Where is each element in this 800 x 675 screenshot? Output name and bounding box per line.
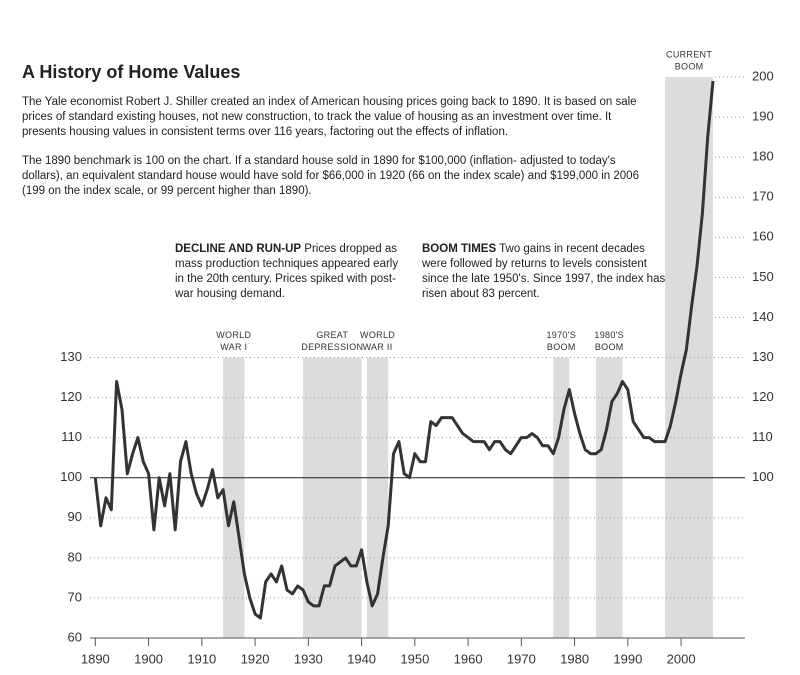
y2-tick-label: 110 [752,429,773,444]
intro-1: The Yale economist Robert J. Shiller cre… [22,96,637,138]
chart-title: A History of Home Values [22,62,241,82]
period-band [223,357,245,638]
x-tick-label: 1950 [400,651,429,666]
y2-tick-label: 180 [752,149,774,164]
y-tick-label: 130 [60,349,82,364]
x-tick-label: 1910 [187,651,216,666]
y2-tick-label: 160 [752,229,774,244]
period-label: 1980'S [594,330,624,340]
x-tick-label: 1980 [560,651,589,666]
index-line [93,80,715,620]
y2-tick-label: 130 [752,349,774,364]
x-tick-label: 1940 [347,651,376,666]
x-tick-label: 1960 [454,651,483,666]
period-label: WAR II [363,342,393,352]
y2-tick-label: 100 [752,469,774,484]
period-label: WORLD [360,330,395,340]
intro-2: The 1890 benchmark is 100 on the chart. … [22,155,639,197]
period-label: BOOM [547,342,576,352]
x-tick-label: 1890 [81,651,110,666]
annotation-text: Two gains in recent decades were followe… [422,243,666,300]
y2-tick-label: 120 [752,389,774,404]
y2-tick-label: 170 [752,189,774,204]
y-tick-label: 70 [68,589,82,604]
period-label: BOOM [595,342,624,352]
y2-tick-label: 150 [752,269,774,284]
annotation-head: BOOM TIMES [422,243,497,255]
annotation-text: Prices dropped as mass production techni… [175,243,399,300]
x-tick-label: 1920 [241,651,270,666]
period-band [553,357,570,638]
x-tick-label: 1930 [294,651,323,666]
period-label: CURRENT [666,49,712,59]
annotation: BOOM TIMES Two gains in recent decades w… [422,242,672,302]
period-label: BOOM [675,61,704,71]
annotation: DECLINE AND RUN-UP Prices dropped as mas… [175,242,410,302]
period-label: WORLD [216,330,251,340]
y-tick-label: 80 [68,549,82,564]
y2-tick-label: 190 [752,109,774,124]
x-tick-label: 1990 [613,651,642,666]
y-tick-label: 90 [68,509,82,524]
period-label: WAR I [220,342,247,352]
x-tick-label: 1900 [134,651,163,666]
x-tick-label: 2000 [667,651,696,666]
period-label: GREAT [316,330,348,340]
y-tick-label: 110 [61,429,82,444]
y-tick-label: 100 [60,469,82,484]
y-tick-label: 60 [68,629,82,644]
period-label: 1970'S [547,330,577,340]
y2-tick-label: 200 [752,68,774,83]
period-label: DEPRESSION [301,342,363,352]
period-band [303,357,362,638]
annotation-head: DECLINE AND RUN-UP [175,243,302,255]
y2-tick-label: 140 [752,309,774,324]
x-tick-label: 1970 [507,651,536,666]
period-band [595,357,623,638]
y-tick-label: 120 [60,389,82,404]
